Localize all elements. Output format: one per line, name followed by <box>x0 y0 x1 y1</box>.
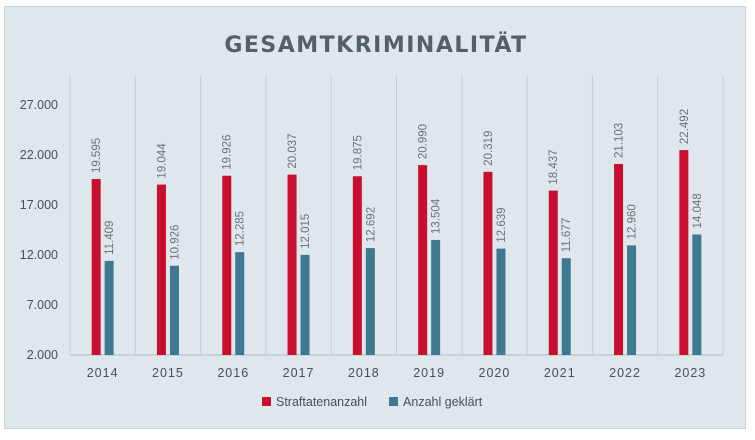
bar-straftatenanzahl <box>679 150 689 355</box>
bar-straftatenanzahl <box>548 190 558 355</box>
bar-anzahl-geklaert <box>104 260 114 355</box>
x-tick-label: 2014 <box>87 366 119 380</box>
data-label: 22.492 <box>679 109 691 144</box>
bar-straftatenanzahl <box>91 179 101 355</box>
bar-anzahl-geklaert <box>627 245 637 355</box>
bar-anzahl-geklaert <box>365 248 375 355</box>
x-tick-label: 2019 <box>413 366 445 380</box>
bar-straftatenanzahl <box>156 184 166 355</box>
x-tick-label: 2021 <box>544 366 576 380</box>
data-label: 12.015 <box>300 214 312 249</box>
data-label: 20.319 <box>483 131 495 166</box>
data-label: 19.926 <box>222 135 234 170</box>
data-label: 19.595 <box>91 138 103 173</box>
data-label: 11.409 <box>104 221 116 255</box>
data-label: 19.044 <box>156 143 168 179</box>
data-label: 10.926 <box>169 225 181 260</box>
x-tick-label: 2016 <box>217 366 249 380</box>
bar-anzahl-geklaert <box>561 258 571 355</box>
data-label: 19.875 <box>352 135 364 170</box>
y-tick-label: 22.000 <box>20 148 58 162</box>
data-label: 14.048 <box>692 193 704 228</box>
x-tick-label: 2020 <box>479 366 511 380</box>
legend-label-anzahl-geklaert: Anzahl geklärt <box>403 395 483 409</box>
y-tick-label: 12.000 <box>20 248 58 262</box>
data-label: 12.960 <box>627 204 639 239</box>
data-label: 13.504 <box>431 198 443 234</box>
y-tick-label: 17.000 <box>20 198 58 212</box>
legend-swatch-straftatenanzahl <box>262 397 271 406</box>
legend-label-straftatenanzahl: Straftatenanzahl <box>276 395 367 409</box>
bar-anzahl-geklaert <box>692 234 702 355</box>
bar-anzahl-geklaert <box>300 254 310 355</box>
bar-straftatenanzahl <box>614 163 624 355</box>
data-label: 20.037 <box>287 133 299 168</box>
data-label: 18.437 <box>548 149 560 184</box>
bar-straftatenanzahl <box>222 175 232 355</box>
bar-anzahl-geklaert <box>169 265 179 355</box>
bar-straftatenanzahl <box>352 176 362 355</box>
x-tick-label: 2017 <box>283 366 315 380</box>
x-tick-label: 2018 <box>348 366 380 380</box>
data-label: 12.639 <box>496 207 508 242</box>
y-tick-label: 7.000 <box>27 298 58 312</box>
bar-straftatenanzahl <box>418 165 428 355</box>
y-tick-label: 27.000 <box>20 98 58 112</box>
x-tick-label: 2015 <box>152 366 184 380</box>
chart-title: GESAMTKRIMINALITÄT <box>224 33 528 58</box>
data-label: 12.285 <box>235 211 247 246</box>
bar-straftatenanzahl <box>287 174 297 355</box>
data-label: 11.677 <box>561 218 573 252</box>
bar-anzahl-geklaert <box>235 252 245 355</box>
x-tick-label: 2022 <box>609 366 641 380</box>
y-tick-label: 2.000 <box>27 348 58 362</box>
bar-straftatenanzahl <box>483 171 493 355</box>
data-label: 12.692 <box>365 207 377 242</box>
x-tick-label: 2023 <box>674 366 706 380</box>
bar-anzahl-geklaert <box>496 248 506 355</box>
legend-swatch-anzahl-geklaert <box>389 397 399 406</box>
bar-anzahl-geklaert <box>431 239 441 355</box>
data-label: 20.990 <box>418 124 430 159</box>
data-label: 21.103 <box>614 123 626 158</box>
